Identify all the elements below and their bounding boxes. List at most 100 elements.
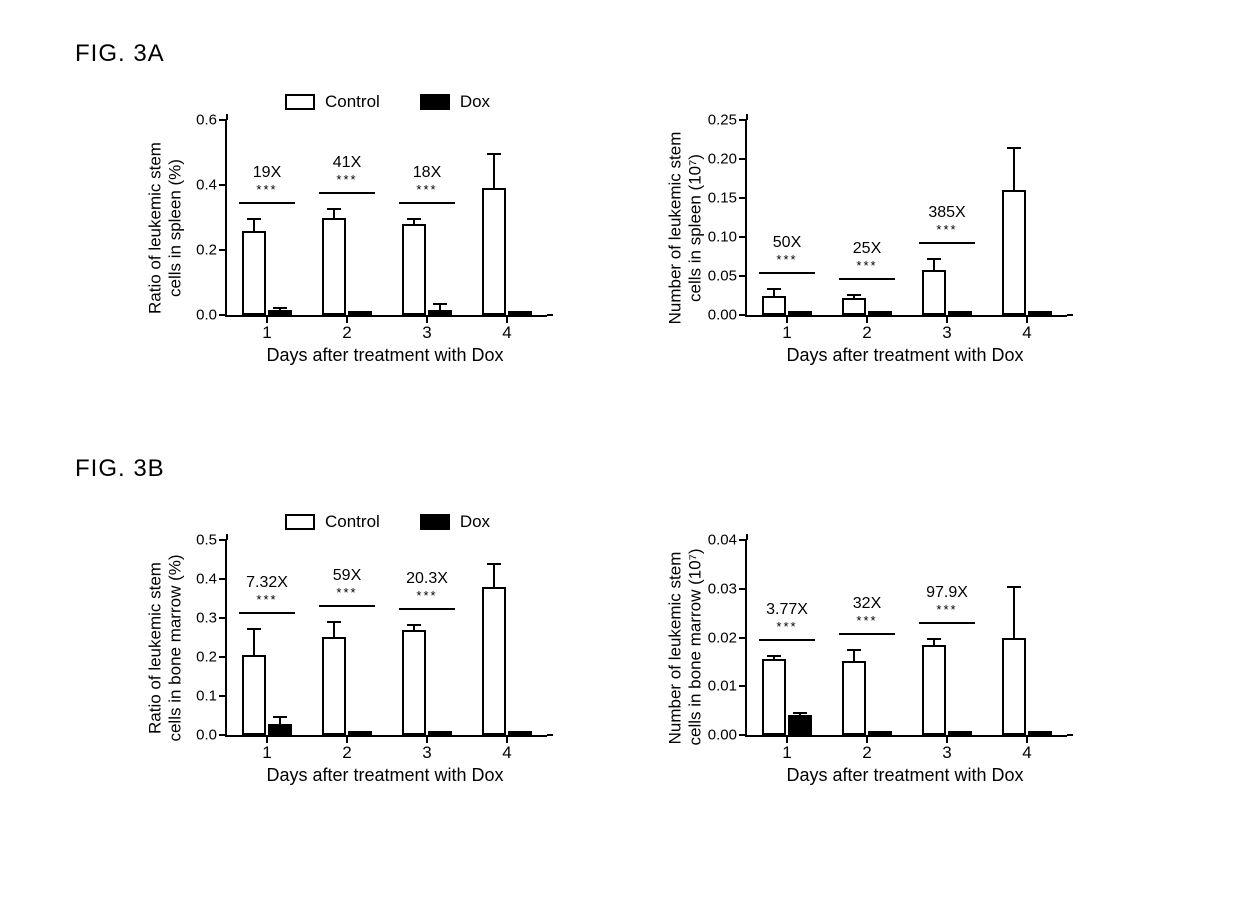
x-tick-label: 1	[262, 315, 271, 343]
fold-label: 385X	[907, 204, 987, 222]
chart-a_left: 0.00.20.40.6123419X***41X***18X***Ratio …	[225, 120, 665, 395]
annotation-line	[319, 192, 375, 194]
x-tick-label: 2	[862, 315, 871, 343]
bar-control	[242, 231, 266, 316]
y-axis-label-line1: Ratio of leukemic stem	[145, 142, 164, 314]
plot-area: 0.00.20.40.6123419X***41X***18X***	[225, 120, 547, 317]
bar-dox	[428, 310, 452, 315]
chart-b_left: 0.00.10.20.30.40.512347.32X***59X***20.3…	[225, 540, 665, 815]
bar-control	[1002, 190, 1026, 315]
x-tick-label: 1	[262, 735, 271, 763]
bar-control	[922, 270, 946, 315]
fold-label: 19X	[227, 164, 307, 182]
y-axis-label-line2: cells in spleen (%)	[165, 130, 185, 325]
legend-swatch-control	[285, 94, 315, 110]
y-axis-label-line1: Ratio of leukemic stem	[145, 562, 164, 734]
chart-b_right: 0.000.010.020.030.0412343.77X***32X***97…	[745, 540, 1185, 815]
annotation: 7.32X***	[227, 574, 307, 607]
annotation-line	[319, 605, 375, 607]
fold-label: 25X	[827, 240, 907, 258]
x-axis-label: Days after treatment with Dox	[745, 765, 1065, 786]
y-tick-label: 0.1	[196, 688, 227, 705]
y-axis-label-line2: cells in bone marrow (10⁷)	[685, 550, 705, 745]
legend-label-control: Control	[325, 92, 380, 112]
fold-label: 32X	[827, 595, 907, 613]
y-axis-label: Ratio of leukemic stemcells in spleen (%…	[145, 130, 185, 325]
fold-label: 59X	[307, 567, 387, 585]
annotation: 59X***	[307, 567, 387, 600]
significance-stars: ***	[827, 258, 907, 273]
annotation: 20.3X***	[387, 570, 467, 603]
significance-stars: ***	[307, 172, 387, 187]
bar-control	[402, 630, 426, 735]
legend-swatch-dox	[420, 514, 450, 530]
plot-area: 0.000.050.100.150.200.25123450X***25X***…	[745, 120, 1067, 317]
significance-stars: ***	[227, 592, 307, 607]
x-tick-label: 2	[862, 735, 871, 763]
bar-control	[1002, 638, 1026, 736]
fold-label: 7.32X	[227, 574, 307, 592]
fold-label: 50X	[747, 234, 827, 252]
annotation: 19X***	[227, 164, 307, 197]
y-tick-label: 0.2	[196, 649, 227, 666]
bar-control	[762, 296, 786, 315]
bar-control	[762, 659, 786, 735]
y-axis-label-line2: cells in bone marrow (%)	[165, 550, 185, 745]
chart-a_right: 0.000.050.100.150.200.25123450X***25X***…	[745, 120, 1185, 395]
y-axis-label: Ratio of leukemic stemcells in bone marr…	[145, 550, 185, 745]
annotation-line	[839, 278, 895, 280]
bar-control	[242, 655, 266, 735]
y-tick-label: 0.5	[196, 532, 227, 549]
y-tick-label: 0.15	[708, 190, 747, 207]
bar-dox	[868, 731, 892, 735]
bar-control	[482, 188, 506, 315]
annotation: 385X***	[907, 204, 987, 237]
annotation-line	[399, 608, 455, 610]
y-tick-label: 0.3	[196, 610, 227, 627]
y-axis-label: Number of leukemic stemcells in spleen (…	[665, 130, 705, 325]
annotation-line	[919, 242, 975, 244]
bar-dox	[948, 731, 972, 735]
x-axis-label: Days after treatment with Dox	[225, 765, 545, 786]
bar-control	[842, 661, 866, 735]
significance-stars: ***	[307, 585, 387, 600]
bar-dox	[788, 715, 812, 735]
legend: Control Dox	[285, 92, 490, 112]
x-tick-label: 2	[342, 735, 351, 763]
bar-control	[482, 587, 506, 735]
x-tick-label: 1	[782, 315, 791, 343]
legend-label-control: Control	[325, 512, 380, 532]
annotation-line	[759, 272, 815, 274]
fold-label: 97.9X	[907, 584, 987, 602]
annotation-line	[239, 202, 295, 204]
y-tick-label: 0.00	[708, 307, 747, 324]
y-tick-label: 0.0	[196, 727, 227, 744]
legend-label-dox: Dox	[460, 92, 490, 112]
bar-control	[322, 218, 346, 316]
bar-control	[842, 298, 866, 315]
bar-control	[402, 224, 426, 315]
x-tick-label: 3	[942, 735, 951, 763]
significance-stars: ***	[747, 619, 827, 634]
y-tick-label: 0.4	[196, 571, 227, 588]
fold-label: 41X	[307, 154, 387, 172]
annotation-line	[759, 639, 815, 641]
y-tick-label: 0.02	[708, 629, 747, 646]
bar-dox	[1028, 311, 1052, 315]
annotation: 97.9X***	[907, 584, 987, 617]
bar-dox	[948, 311, 972, 315]
legend: ControlDox	[285, 512, 490, 532]
annotation: 41X***	[307, 154, 387, 187]
legend-swatch-dox	[420, 94, 450, 110]
plot-area: 0.000.010.020.030.0412343.77X***32X***97…	[745, 540, 1067, 737]
y-tick-label: 0.10	[708, 229, 747, 246]
bar-dox	[1028, 731, 1052, 735]
fold-label: 18X	[387, 164, 467, 182]
bar-control	[922, 645, 946, 735]
x-tick-label: 2	[342, 315, 351, 343]
y-tick-label: 0.20	[708, 151, 747, 168]
significance-stars: ***	[747, 252, 827, 267]
bar-dox	[268, 310, 292, 315]
annotation: 50X***	[747, 234, 827, 267]
x-axis-label: Days after treatment with Dox	[225, 345, 545, 366]
